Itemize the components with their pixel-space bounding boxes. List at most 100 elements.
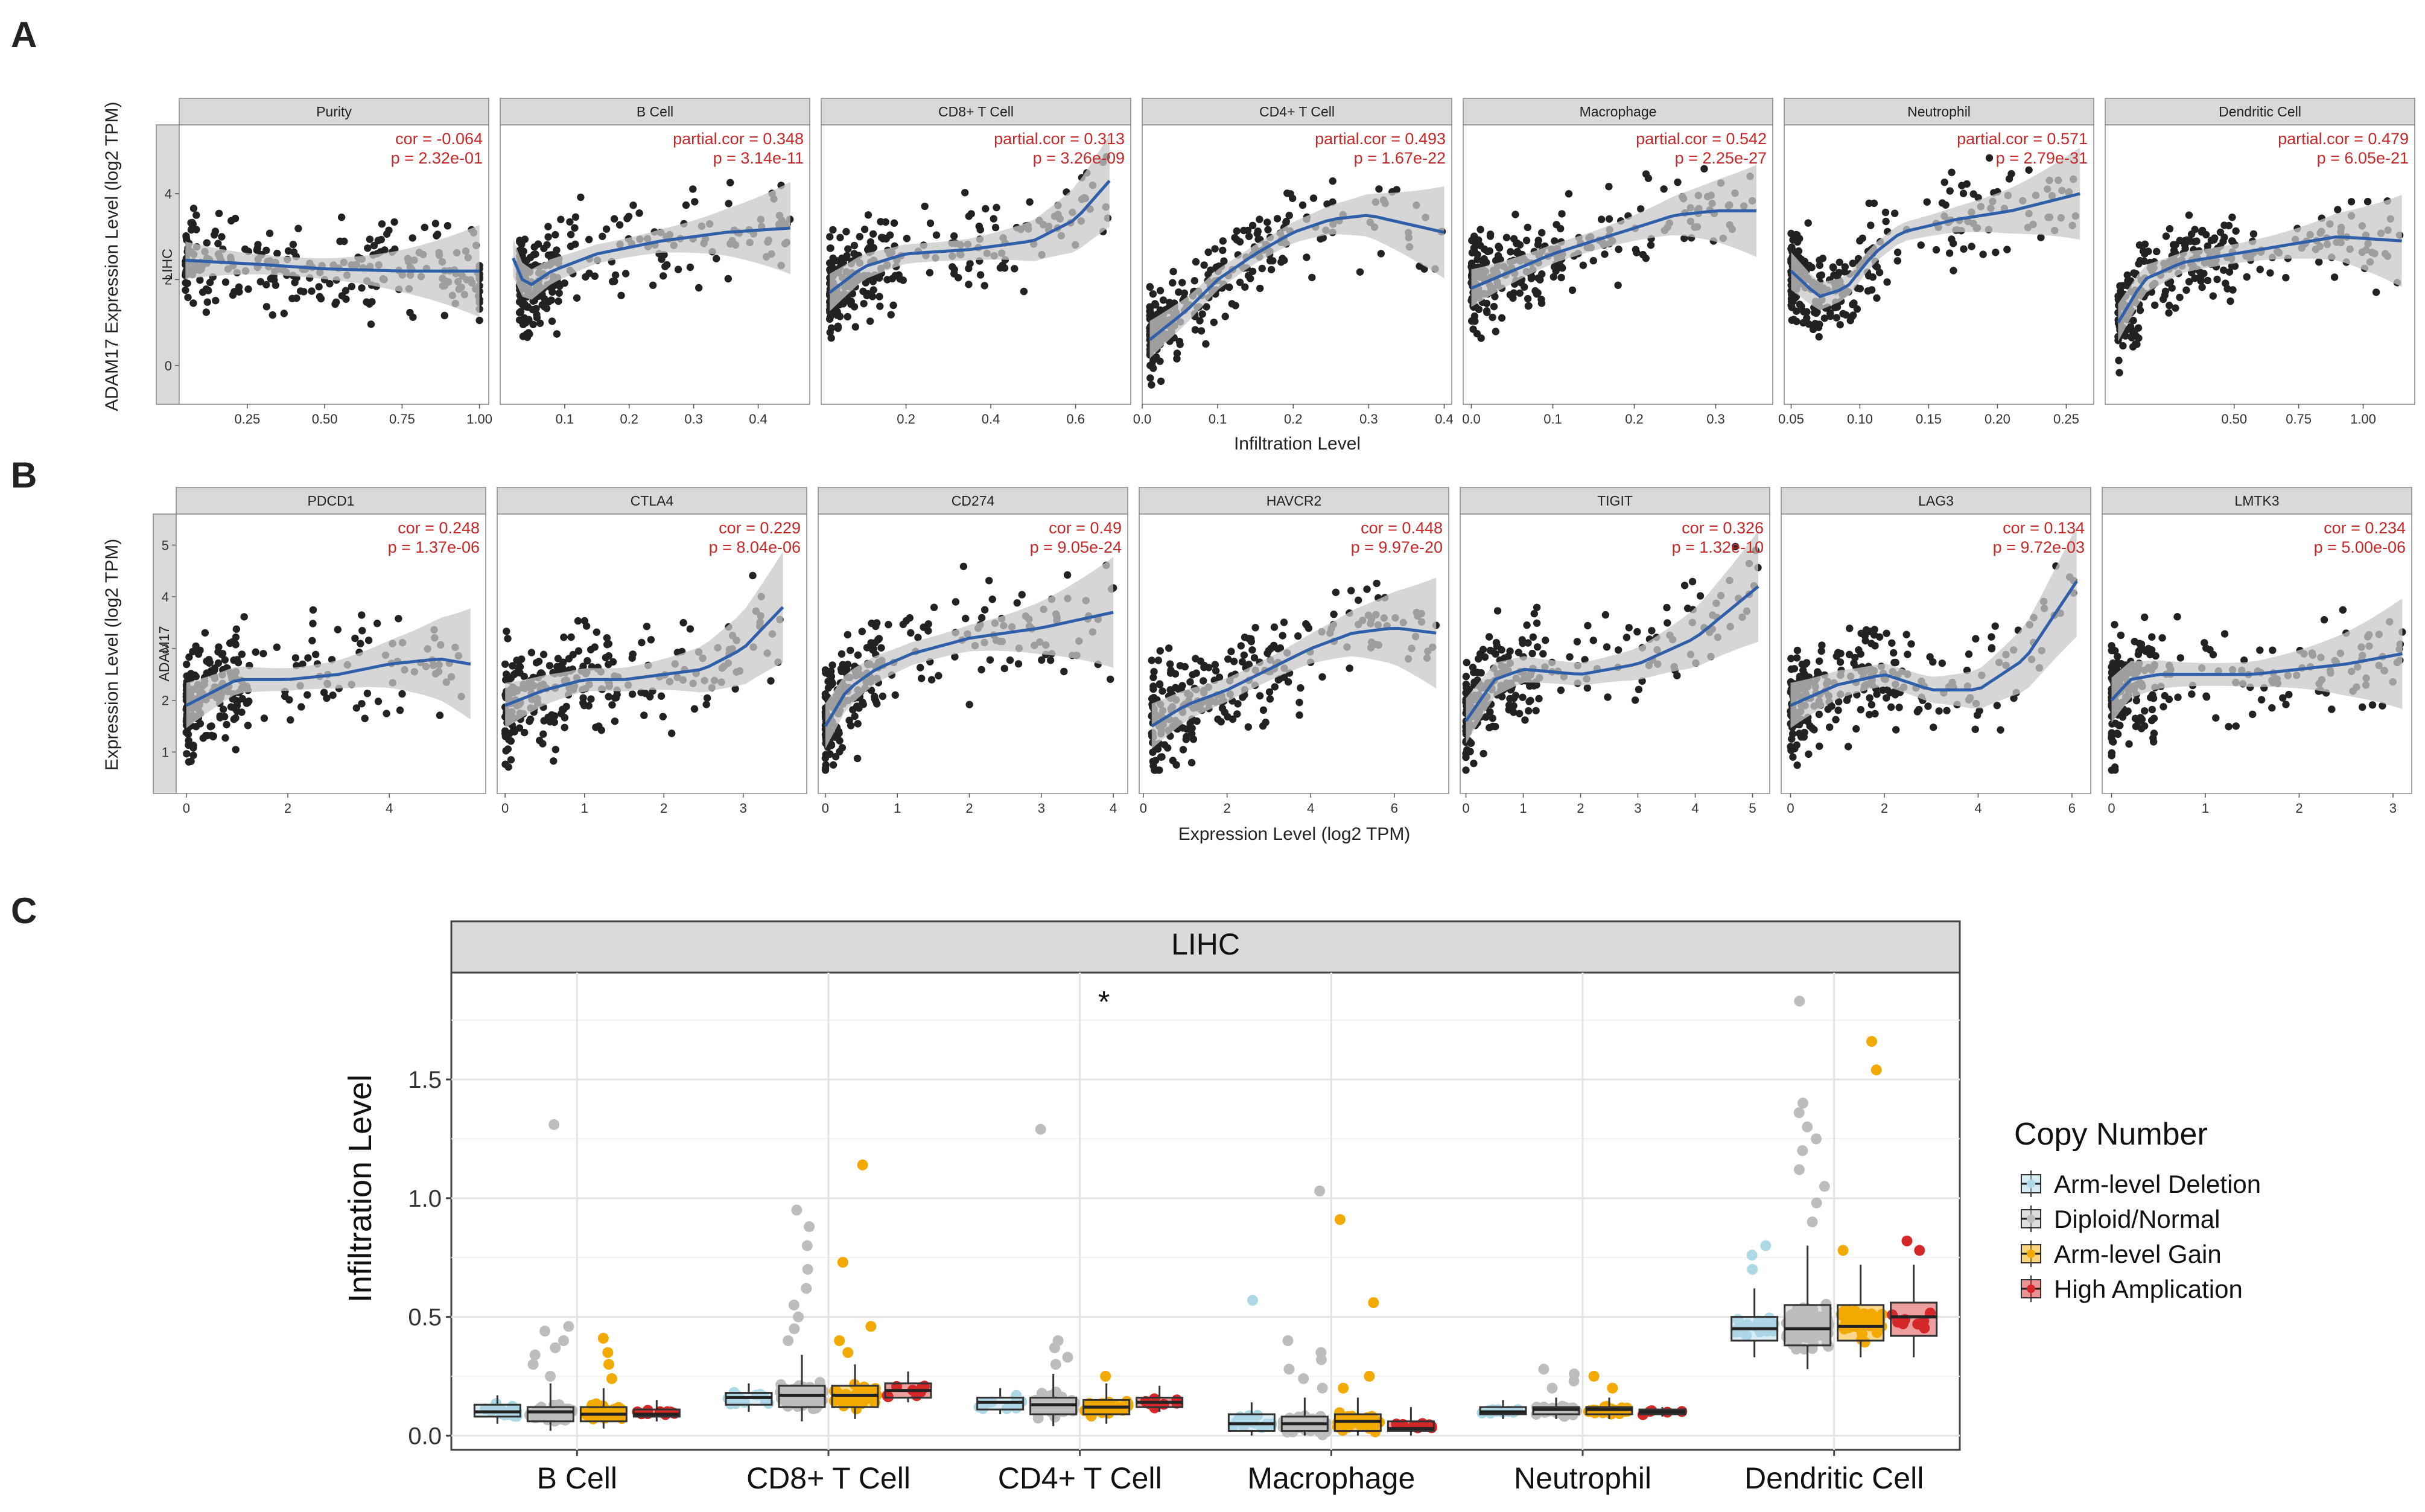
data-point [503, 627, 510, 635]
data-point [990, 215, 998, 223]
data-point [309, 606, 317, 614]
data-point [986, 656, 994, 664]
outlier-point [1282, 1335, 1294, 1346]
panel-label-b: B [11, 455, 37, 495]
data-point [551, 230, 559, 239]
data-point [1604, 693, 1612, 701]
x-tick-label: 0.4 [749, 411, 768, 427]
data-point [312, 650, 320, 659]
data-point [2232, 722, 2240, 730]
data-point [1484, 247, 1492, 256]
data-point [2220, 630, 2229, 638]
data-point [189, 205, 198, 212]
data-point [1913, 708, 1921, 716]
outlier-point [548, 1119, 560, 1130]
row-strip [156, 124, 180, 405]
facet-strip [2105, 98, 2415, 125]
data-point [383, 230, 391, 238]
data-point [214, 659, 223, 667]
row-strip-label: ADAM17 [156, 626, 172, 681]
data-point [2240, 656, 2248, 664]
data-point [540, 244, 548, 252]
data-point [507, 756, 515, 764]
outlier-point [801, 1283, 812, 1294]
data-point [585, 235, 593, 244]
data-point [1178, 279, 1186, 287]
data-point [1988, 633, 1995, 641]
data-point [1200, 677, 1207, 685]
data-point [1861, 637, 1869, 645]
data-point [1642, 254, 1650, 262]
data-point [2136, 256, 2144, 265]
data-point [2212, 714, 2220, 722]
data-point [628, 690, 637, 698]
stat-pvalue: p = 1.67e-22 [1354, 149, 1446, 167]
data-point [544, 713, 552, 722]
data-point [864, 211, 872, 219]
data-point [889, 301, 897, 310]
data-point [2135, 647, 2143, 655]
data-point [1566, 653, 1574, 661]
data-point [2116, 722, 2124, 729]
data-point [1526, 682, 1534, 690]
data-point [291, 279, 299, 287]
data-point [357, 640, 364, 647]
data-point [1824, 705, 1832, 713]
outlier-point [1052, 1335, 1064, 1346]
data-point [440, 311, 448, 320]
data-point [329, 691, 337, 699]
stat-pvalue: p = 1.37e-06 [388, 538, 480, 556]
data-point [1835, 697, 1843, 706]
facet-title: Neutrophil [1907, 104, 1971, 119]
outlier-point [1568, 1368, 1580, 1380]
y-tick-label: 1.0 [408, 1186, 442, 1212]
data-point [358, 627, 366, 635]
legend-key-point [2027, 1215, 2035, 1223]
data-point [1605, 183, 1613, 191]
data-point [827, 681, 835, 689]
data-point [980, 282, 988, 290]
data-point [854, 651, 862, 659]
data-point [1631, 696, 1639, 704]
data-point [366, 300, 373, 308]
data-point [206, 278, 214, 287]
data-point [1589, 637, 1597, 644]
data-point [299, 660, 307, 669]
data-point [853, 754, 862, 763]
data-point [1280, 618, 1288, 626]
data-point [1236, 278, 1244, 287]
x-tick-label: 0.10 [1847, 411, 1873, 427]
data-point [1356, 268, 1364, 276]
data-point [571, 224, 579, 232]
outlier-point [1035, 1123, 1046, 1135]
data-point [849, 706, 857, 714]
outlier-point [1247, 1295, 1258, 1306]
x-tick-label: 4 [1110, 801, 1117, 816]
data-point [1233, 227, 1241, 235]
x-tick-label: 2 [1223, 801, 1230, 816]
data-point [1917, 241, 1925, 249]
data-point [1219, 246, 1227, 255]
data-point [256, 278, 264, 286]
data-point [342, 287, 350, 294]
data-point [996, 264, 1005, 272]
data-point [2148, 716, 2156, 725]
data-point [2115, 357, 2123, 364]
outlier-point [1334, 1214, 1346, 1225]
data-point [1932, 246, 1940, 254]
jitter-point [507, 1400, 518, 1412]
data-point [201, 629, 209, 637]
data-point [1787, 655, 1795, 662]
data-point [1018, 591, 1026, 599]
data-point [561, 723, 568, 732]
confidence-band [513, 182, 790, 300]
data-point [1799, 666, 1807, 675]
data-point [1789, 753, 1797, 761]
legend-key-point [2027, 1180, 2035, 1188]
data-point [238, 694, 246, 703]
outlier-point [550, 1342, 561, 1353]
data-point [1680, 234, 1688, 243]
data-point [1975, 707, 1983, 715]
